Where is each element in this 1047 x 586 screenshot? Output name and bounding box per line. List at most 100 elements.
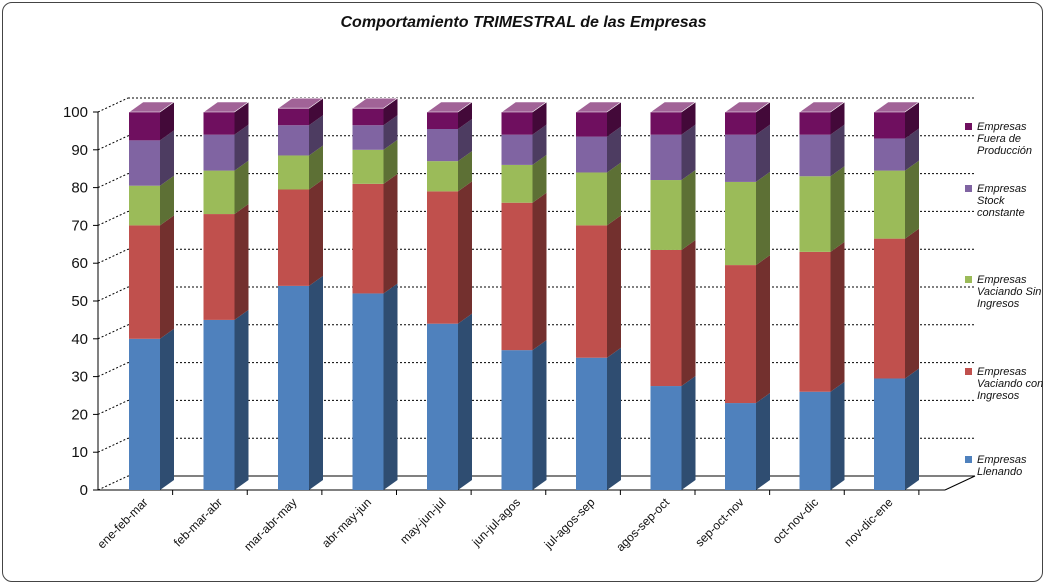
floor-right-edge [944, 475, 976, 491]
bar-segment-side [309, 145, 323, 190]
x-tick-label: sep-oct-nov [692, 495, 746, 549]
bar-segment [874, 238, 905, 379]
legend-label: Ingresos [977, 298, 1020, 310]
y-tick-label: 60 [71, 255, 88, 272]
x-tick-label: abr-may-jun [319, 495, 374, 550]
bar-segment-side [607, 215, 621, 358]
legend-swatch [965, 123, 972, 130]
gridline-depth [97, 324, 129, 340]
bar-segment [501, 134, 533, 165]
bar-segment-side [309, 98, 323, 126]
x-tick-label: ene-feb-mar [94, 495, 150, 551]
bar-segment-side [160, 102, 174, 141]
bar-segment-side [830, 241, 845, 392]
gridline-depth [97, 97, 129, 113]
legend-swatch [965, 276, 972, 283]
bar-segment-side [234, 124, 249, 171]
bar-segment-side [234, 309, 249, 490]
bar-segment-side [458, 119, 472, 162]
y-tick-label: 80 [71, 180, 88, 197]
legend-label: constante [977, 207, 1025, 219]
bar-top-face [277, 97, 324, 109]
bar-segment-side [756, 393, 770, 490]
bar-segment [799, 176, 831, 252]
legend-label: Llenando [977, 466, 1022, 478]
x-tick-label: nov-dic-ene [841, 495, 895, 549]
bar-segment-side [160, 130, 174, 186]
gridline-depth [97, 437, 129, 453]
bar-segment-side [532, 102, 547, 135]
bar-segment [501, 112, 533, 135]
bar-segment-side [532, 340, 547, 490]
bar-segment [203, 319, 235, 490]
bar-segment-side [532, 154, 547, 203]
bar-segment [874, 112, 905, 139]
bar-segment [501, 350, 533, 490]
legend-label: Ingresos [977, 390, 1020, 402]
bar-segment [427, 161, 458, 192]
legend-label: Empresas [977, 121, 1027, 133]
bar-segment [501, 164, 533, 203]
bar-segment [650, 180, 682, 250]
y-tick-label: 30 [71, 369, 88, 386]
bar-segment-side [458, 181, 472, 324]
y-tick-label: 40 [71, 331, 88, 348]
legend-label: Vaciando con [977, 378, 1043, 390]
bar-segment [278, 285, 309, 490]
y-tick-label: 50 [71, 293, 88, 310]
bar-segment [799, 112, 831, 135]
legend-swatch [965, 456, 972, 463]
bar-segment [576, 112, 607, 137]
bar-segment-side [234, 204, 249, 320]
x-tick-label: jul-agos-sep [541, 495, 598, 552]
bar-segment [427, 112, 458, 130]
bar-segment-side [607, 162, 621, 226]
bar-segment [129, 140, 160, 186]
bar-segment-side [160, 328, 174, 490]
bar-top-face [575, 101, 622, 113]
y-tick-label: 90 [71, 142, 88, 159]
gridline-depth [97, 286, 129, 302]
bar-segment-side [905, 128, 919, 171]
bar-segment [874, 378, 905, 490]
bar-segment-side [160, 175, 174, 226]
bar-segment-side [309, 115, 323, 156]
gridline-depth [97, 210, 129, 226]
bar-segment [799, 391, 831, 490]
bar-segment [352, 108, 384, 126]
gridline-depth [97, 248, 129, 264]
bar-segment [203, 214, 235, 320]
bar-segment-side [309, 275, 323, 490]
bar-segment [725, 403, 756, 490]
bar-segment-side [383, 173, 398, 294]
gridline-depth [97, 362, 129, 378]
bar-segment [352, 149, 384, 184]
bar-segment-side [830, 124, 845, 177]
bar-segment-side [234, 160, 249, 215]
bar-segment [799, 134, 831, 177]
bar-top-face [128, 101, 175, 113]
bar-segment-side [458, 102, 472, 130]
bar-segment-side [756, 124, 770, 182]
bar-segment-side [607, 347, 621, 490]
bar-segment [203, 134, 235, 171]
legend-label: Empresas [977, 454, 1027, 466]
bar-segment [725, 265, 756, 404]
bar-segment [352, 125, 384, 150]
bar-segment-side [905, 228, 919, 379]
bar-segment [874, 138, 905, 171]
bar-top-face [351, 97, 399, 109]
bar-segment-side [309, 179, 323, 286]
gridline-depth [97, 399, 129, 415]
bar-segment-side [607, 126, 621, 173]
bar-segment [129, 225, 160, 339]
bar-segment [874, 170, 905, 239]
bar-segment [427, 323, 458, 490]
bar-segment-side [532, 124, 547, 165]
bar-segment-side [830, 102, 845, 135]
y-tick-label: 20 [71, 406, 88, 423]
bar-segment-side [383, 283, 398, 490]
legend-label: Fuera de [977, 133, 1021, 145]
bar-segment [129, 338, 160, 490]
